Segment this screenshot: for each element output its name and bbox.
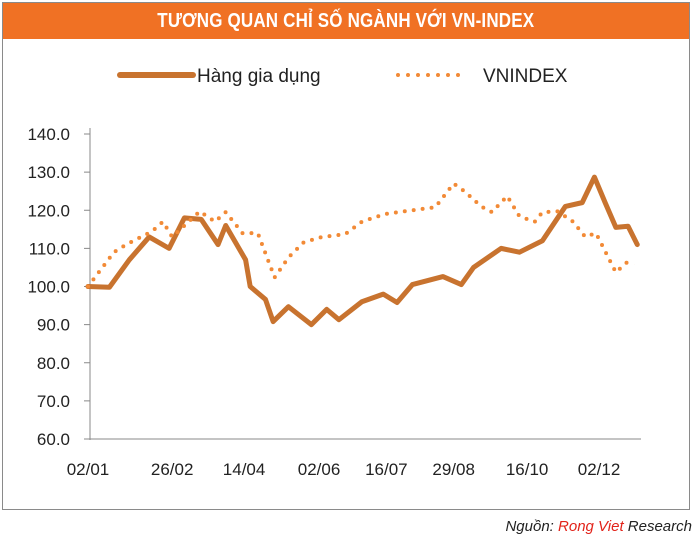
- source-note: Nguồn: Rong Viet Research: [505, 518, 692, 535]
- source-suffix: Research: [623, 518, 692, 535]
- series-line-vnindex: [86, 180, 637, 289]
- x-tick-label: 02/12: [578, 460, 621, 479]
- y-tick-label: 140.0: [27, 125, 70, 144]
- x-tick-label: 16/10: [506, 460, 549, 479]
- x-tick-label: 02/06: [298, 460, 341, 479]
- y-tick-label: 100.0: [27, 278, 70, 297]
- chart-frame: TƯƠNG QUAN CHỈ SỐ NGÀNH VỚI VN-INDEX: [2, 2, 690, 510]
- y-tick-label: 80.0: [37, 354, 70, 373]
- x-tick-label: 16/07: [365, 460, 408, 479]
- x-tick-label: 26/02: [151, 460, 194, 479]
- source-prefix: Nguồn:: [505, 518, 559, 535]
- x-tick-label: 14/04: [223, 460, 266, 479]
- y-tick-label: 90.0: [37, 316, 70, 335]
- y-tick-label: 60.0: [37, 430, 70, 449]
- y-tick-label: 110.0: [29, 239, 70, 258]
- y-tick-label: 70.0: [37, 392, 70, 411]
- series-line-hang-gia-dung: [85, 174, 640, 328]
- chart-title-text: TƯƠNG QUAN CHỈ SỐ NGÀNH VỚI VN-INDEX: [157, 10, 535, 32]
- chart-title: TƯƠNG QUAN CHỈ SỐ NGÀNH VỚI VN-INDEX: [3, 3, 689, 39]
- x-tick-label: 02/01: [67, 460, 110, 479]
- y-tick-label: 130.0: [27, 163, 70, 182]
- y-tick-label: 120.0: [27, 201, 70, 220]
- legend-label-hang-gia-dung: Hàng gia dụng: [197, 66, 321, 87]
- source-brand: Rong Viet: [558, 518, 624, 535]
- x-tick-label: 29/08: [432, 460, 475, 479]
- legend-label-vnindex: VNINDEX: [483, 66, 568, 87]
